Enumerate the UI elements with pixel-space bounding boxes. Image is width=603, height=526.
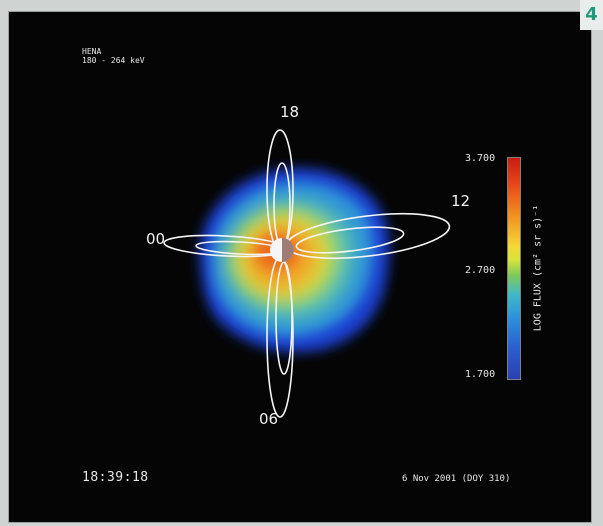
local-time-label-right: 12	[451, 192, 471, 210]
colorbar-title: LOG FLUX (cm² sr s)⁻¹	[532, 204, 544, 332]
page-number-badge: 4	[580, 0, 603, 30]
emission-blob	[199, 168, 390, 353]
instrument-label: HENA	[82, 47, 102, 56]
local-time-label-top: 18	[280, 103, 300, 121]
colorbar-max-label: 3.700	[465, 153, 496, 164]
local-time-label-bottom: 06	[259, 410, 279, 428]
date-label: 6 Nov 2001 (DOY 310)	[402, 474, 511, 484]
colorbar-min-label: 1.700	[465, 369, 496, 380]
colorbar	[507, 157, 521, 380]
timestamp-label: 18:39:18	[82, 470, 149, 485]
colorbar-mid-label: 2.700	[465, 265, 496, 276]
energy-range-label: 180 - 264 keV	[82, 56, 145, 65]
planet-disk	[270, 238, 294, 262]
local-time-label-left: 00	[146, 230, 166, 248]
